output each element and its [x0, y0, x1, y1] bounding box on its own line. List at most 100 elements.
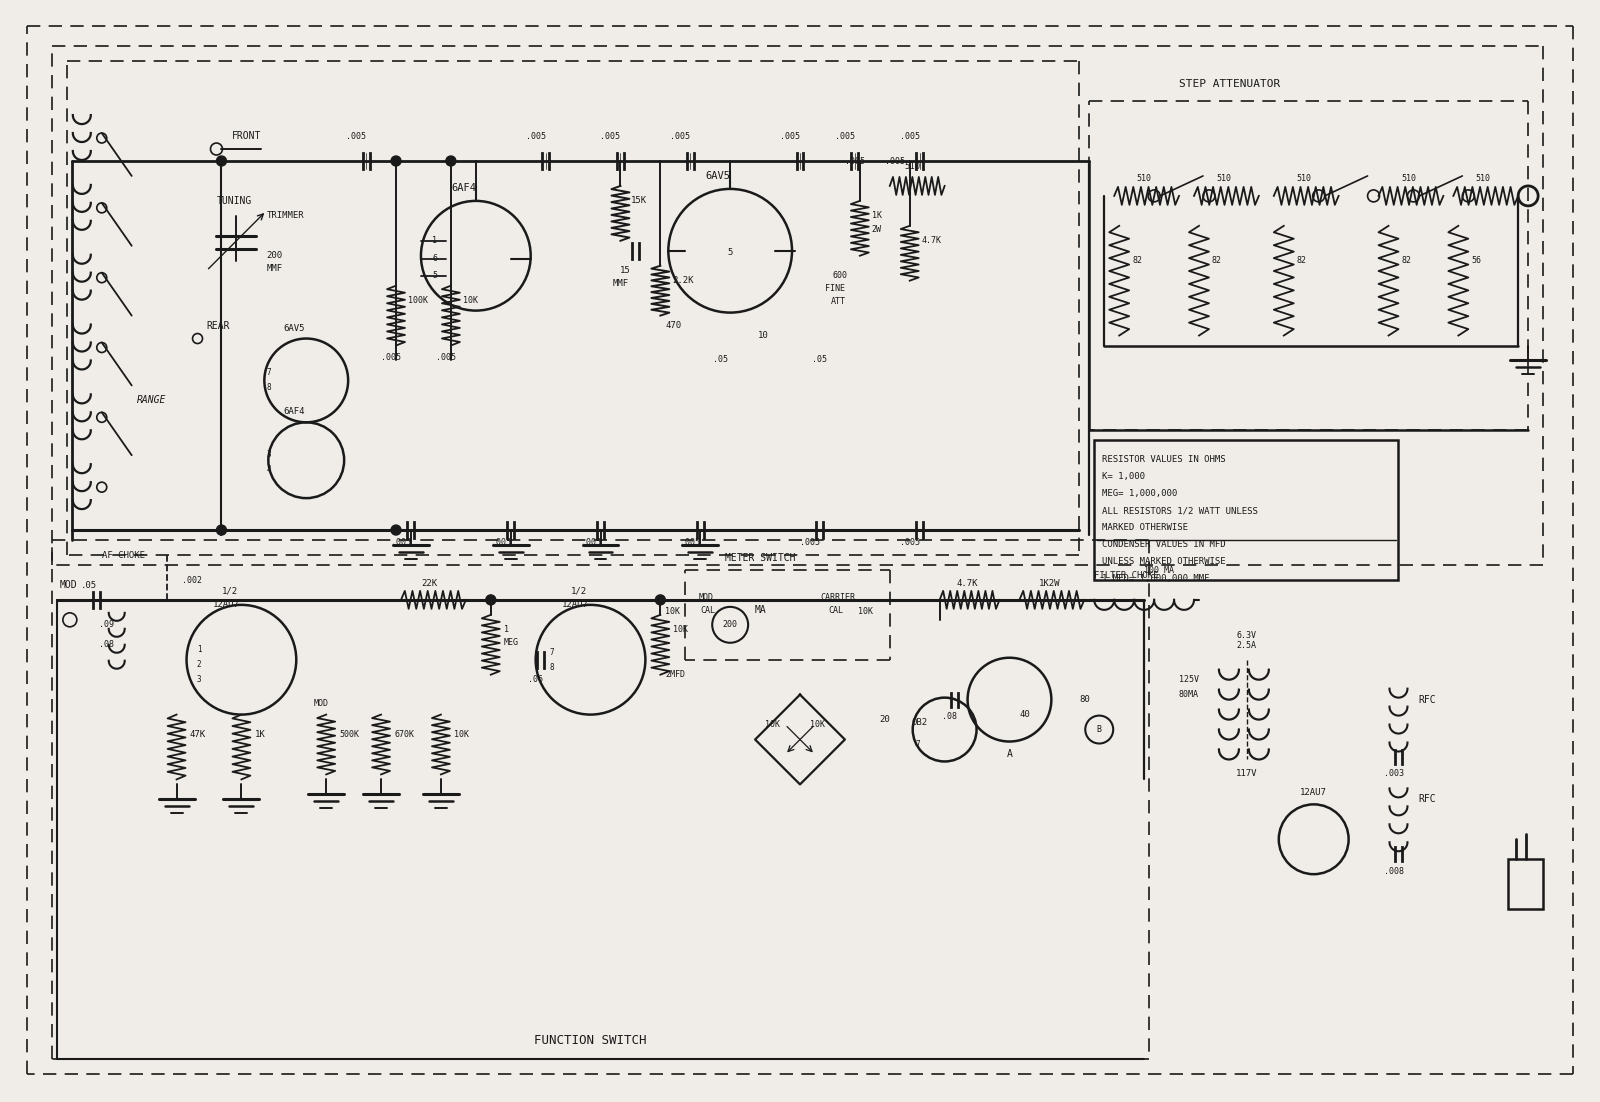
Text: REAR: REAR — [206, 321, 230, 331]
Circle shape — [390, 156, 402, 166]
Text: 20: 20 — [878, 715, 890, 724]
Text: 10K: 10K — [462, 295, 478, 304]
Text: 470: 470 — [666, 321, 682, 329]
Text: 510: 510 — [1136, 174, 1152, 183]
Text: .005: .005 — [346, 132, 366, 141]
Text: .005: .005 — [899, 538, 920, 547]
Text: 1K: 1K — [254, 730, 266, 738]
Text: .008: .008 — [1384, 867, 1403, 876]
Text: .005: .005 — [600, 132, 621, 141]
Text: 5: 5 — [432, 271, 437, 280]
Text: MOD: MOD — [314, 699, 328, 707]
Text: ALL RESISTORS 1/2 WATT UNLESS: ALL RESISTORS 1/2 WATT UNLESS — [1102, 506, 1258, 515]
Text: 80MA: 80MA — [1179, 690, 1198, 699]
Text: MMF: MMF — [266, 263, 283, 272]
Bar — [1094, 441, 1398, 580]
Text: 15: 15 — [621, 266, 630, 274]
Text: TRIMMER: TRIMMER — [266, 210, 304, 220]
Text: .005: .005 — [670, 132, 690, 141]
Text: .005: .005 — [435, 353, 456, 361]
Text: B: B — [1096, 725, 1102, 734]
Text: 200: 200 — [723, 620, 738, 629]
Text: 510: 510 — [1475, 174, 1491, 183]
Text: 670K: 670K — [394, 730, 414, 738]
Text: .005: .005 — [526, 132, 546, 141]
Text: .005: .005 — [800, 538, 819, 547]
Text: 10K: 10K — [454, 730, 469, 738]
Text: RESISTOR VALUES IN OHMS: RESISTOR VALUES IN OHMS — [1102, 455, 1226, 464]
Text: 510: 510 — [1296, 174, 1312, 183]
Text: .002: .002 — [181, 576, 202, 585]
Text: .005: .005 — [899, 132, 920, 141]
Text: FILTER CHOKE: FILTER CHOKE — [1094, 571, 1158, 580]
Text: 8: 8 — [550, 662, 555, 672]
Text: MMF: MMF — [613, 279, 629, 288]
Text: RANGE: RANGE — [136, 396, 166, 406]
Text: 1: 1 — [504, 625, 509, 634]
Text: 1: 1 — [432, 236, 437, 246]
Text: MEG: MEG — [504, 638, 518, 647]
Text: MOD: MOD — [698, 593, 714, 602]
Text: .005: .005 — [680, 538, 701, 547]
Text: 0B2: 0B2 — [912, 717, 928, 726]
Text: MEG= 1,000,000: MEG= 1,000,000 — [1102, 489, 1178, 498]
Text: 6AF4: 6AF4 — [283, 408, 306, 417]
Text: .05: .05 — [80, 581, 98, 590]
Text: .005: .005 — [491, 538, 510, 547]
Text: .005: .005 — [781, 132, 800, 141]
Text: 3: 3 — [267, 451, 272, 460]
Circle shape — [486, 595, 496, 605]
Text: FINE: FINE — [826, 283, 845, 293]
Text: METER SWITCH: METER SWITCH — [725, 553, 795, 563]
Circle shape — [390, 525, 402, 536]
Text: .005: .005 — [835, 132, 854, 141]
Text: MOD: MOD — [59, 580, 77, 590]
Text: 6AV5: 6AV5 — [706, 171, 731, 181]
Text: 1K2W: 1K2W — [1038, 579, 1061, 587]
Text: 4: 4 — [267, 465, 272, 474]
Text: FUNCTION SWITCH: FUNCTION SWITCH — [534, 1034, 646, 1047]
Text: 4.7K: 4.7K — [922, 236, 942, 245]
Text: 125V: 125V — [1179, 676, 1198, 684]
Text: UNLESS MARKED OTHERWISE: UNLESS MARKED OTHERWISE — [1102, 557, 1226, 566]
Text: TUNING: TUNING — [216, 196, 251, 206]
Text: 10K: 10K — [858, 607, 874, 616]
Text: .08: .08 — [942, 712, 957, 721]
Text: .005: .005 — [381, 353, 402, 361]
Text: 3: 3 — [197, 674, 202, 683]
Text: A: A — [1006, 749, 1013, 759]
Text: 6AV5: 6AV5 — [283, 324, 306, 333]
Bar — [1509, 860, 1542, 909]
Text: .09: .09 — [99, 620, 114, 629]
Text: 6.3V: 6.3V — [1237, 630, 1258, 640]
Text: 7: 7 — [550, 648, 555, 657]
Text: 40: 40 — [1019, 710, 1030, 720]
Text: 12AU7: 12AU7 — [213, 599, 240, 608]
Circle shape — [446, 156, 456, 166]
Text: 10K: 10K — [765, 720, 781, 730]
Text: .06: .06 — [528, 674, 542, 683]
Text: 200: 200 — [266, 251, 283, 260]
Text: 510: 510 — [904, 162, 920, 171]
Text: 10K: 10K — [810, 720, 826, 730]
Text: 2W: 2W — [872, 225, 882, 234]
Text: .05: .05 — [712, 356, 728, 365]
Text: CARRIER: CARRIER — [819, 593, 854, 602]
Text: 10K: 10K — [674, 625, 688, 634]
Text: 6: 6 — [432, 255, 437, 263]
Text: 82: 82 — [1211, 257, 1222, 266]
Text: 82: 82 — [1133, 257, 1142, 266]
Text: FRONT: FRONT — [232, 131, 261, 141]
Text: 1/2: 1/2 — [571, 587, 587, 596]
Text: CONDENSER VALUES IN MFD: CONDENSER VALUES IN MFD — [1102, 540, 1226, 549]
Text: 1 MFD= 1,000,000 MMF: 1 MFD= 1,000,000 MMF — [1102, 574, 1210, 583]
Text: 2MFD: 2MFD — [666, 670, 685, 679]
Text: 4.7K: 4.7K — [957, 579, 978, 587]
Text: RFC: RFC — [1419, 694, 1437, 704]
Text: 1K: 1K — [872, 210, 882, 220]
Text: .005: .005 — [845, 156, 866, 166]
Text: 5: 5 — [728, 248, 733, 257]
Text: K= 1,000: K= 1,000 — [1102, 472, 1146, 482]
Text: 2.5A: 2.5A — [1237, 640, 1258, 650]
Text: 100 MA: 100 MA — [1144, 566, 1174, 575]
